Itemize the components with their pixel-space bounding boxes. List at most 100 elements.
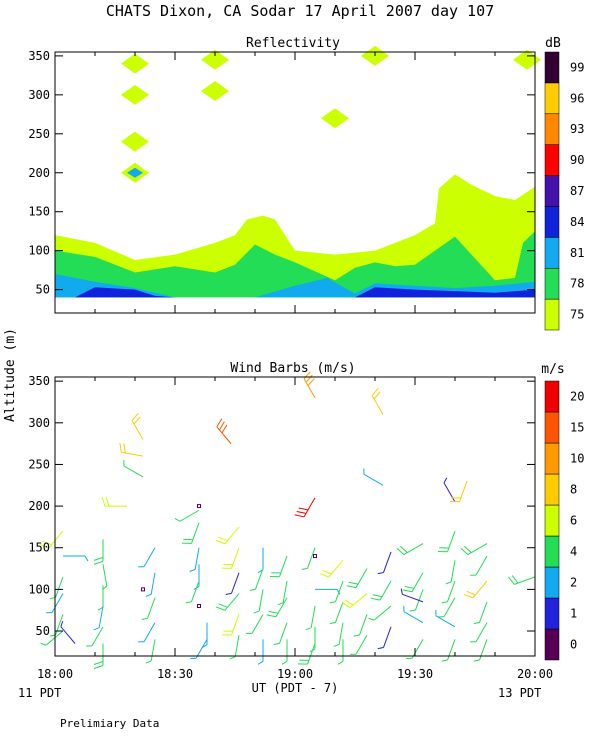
wind-barb <box>197 504 201 509</box>
wind-barb <box>353 614 368 637</box>
barb-shaft <box>475 555 488 576</box>
barb-feather <box>253 610 260 614</box>
barb-shaft <box>402 593 424 603</box>
barb-shaft <box>307 547 316 569</box>
barb-feather <box>301 567 308 571</box>
barb-feather <box>466 590 476 596</box>
barb-shaft <box>224 593 240 611</box>
barb-feather <box>348 581 359 585</box>
wind-barb <box>441 580 456 604</box>
wind-barb <box>249 568 264 591</box>
barb-feather <box>298 507 309 511</box>
wind-barb <box>350 634 368 655</box>
barb-shaft <box>303 497 316 518</box>
barb-feather <box>39 543 50 549</box>
barb-shaft <box>91 626 104 647</box>
colorbar-label: 15 <box>570 421 584 435</box>
reflectivity-panel: Reflectivity 50 100 150 200 250 300 350 75 78 81… <box>28 36 584 331</box>
barb-shaft <box>472 580 488 599</box>
wind-barb <box>303 371 316 399</box>
colorbar-label: 90 <box>570 153 584 167</box>
barb-shaft <box>415 589 424 611</box>
wind-barb <box>470 622 488 643</box>
barb-shaft <box>411 572 424 593</box>
colorbar-label: 87 <box>570 184 584 198</box>
barb-shaft <box>251 614 264 634</box>
barb-shaft <box>335 601 344 623</box>
wind-barb <box>363 468 384 486</box>
barb-shaft <box>234 635 240 657</box>
wind-barb <box>123 460 144 478</box>
barb-shaft <box>379 580 392 601</box>
barb-feather <box>463 545 472 553</box>
barb-feather <box>189 568 196 572</box>
wind-barb <box>93 539 104 565</box>
barb-feather <box>353 634 360 637</box>
barb-shaft <box>279 622 288 644</box>
barb-feather <box>473 622 480 625</box>
colorbar-swatch <box>544 51 560 84</box>
wind-barb <box>93 605 104 631</box>
barb-feather <box>373 391 381 400</box>
barb-shaft <box>459 480 468 502</box>
y-tick-label: 50 <box>36 624 50 638</box>
barb-shaft <box>363 473 384 486</box>
wind-barb <box>86 626 104 647</box>
colorbar-swatch <box>544 82 560 115</box>
wind-barb <box>297 643 316 665</box>
wind-barb <box>441 639 456 662</box>
colorbar-label: 96 <box>570 91 584 105</box>
colorbar-swatch <box>544 380 560 413</box>
barb-shaft <box>475 622 488 642</box>
wind-barb <box>377 551 392 575</box>
barb-feather <box>249 588 256 591</box>
barb-shaft <box>338 622 344 645</box>
barb-feather <box>42 540 52 546</box>
barb-feather <box>336 589 341 595</box>
barb-shaft <box>150 639 156 662</box>
barb-shaft <box>443 597 456 618</box>
barb-shaft <box>514 576 536 585</box>
x-tick-label: 18:30 <box>157 667 193 681</box>
barb-feather <box>268 610 279 614</box>
barb-shaft <box>310 605 316 628</box>
barb-feather <box>133 416 141 425</box>
barb-feather <box>101 496 106 507</box>
wind-barb <box>463 580 488 599</box>
wind-barb <box>406 639 424 659</box>
wind-barb <box>305 605 316 631</box>
y-tick-label: 50 <box>36 283 50 297</box>
barb-shaft <box>191 580 200 602</box>
barb-feather <box>370 597 381 601</box>
barb-shaft <box>255 568 264 590</box>
wind-barb <box>346 568 368 589</box>
wind-barbs-title: Wind Barbs (m/s) <box>230 361 355 376</box>
barb-shaft <box>371 395 384 415</box>
colorbar-label: 0 <box>570 638 577 652</box>
barb-shaft <box>48 530 64 549</box>
barb-feather <box>319 573 330 578</box>
reflectivity-title: Reflectivity <box>246 36 340 51</box>
wind-barb <box>445 560 456 585</box>
barb-feather <box>344 599 354 606</box>
x-tick-label: 18:00 <box>37 667 73 681</box>
barb-shaft <box>55 614 64 636</box>
wind-barb <box>221 614 240 636</box>
barb-feather <box>119 442 122 453</box>
barb-shaft <box>479 639 488 661</box>
barb-feather <box>60 620 64 627</box>
y-tick-label: 200 <box>28 166 50 180</box>
barb-feather <box>337 660 344 665</box>
wind-barb <box>141 597 156 620</box>
x-tick-label: 19:30 <box>397 667 433 681</box>
wind-barb <box>63 555 89 562</box>
barb-feather <box>215 606 226 611</box>
barb-shaft <box>231 572 240 594</box>
wind-barb <box>266 597 288 618</box>
wind-barb <box>185 580 200 604</box>
barb-feather <box>93 560 104 565</box>
x-tick-labels: 18:00 18:30 19:00 19:30 20:00 <box>37 667 553 681</box>
wind-barb <box>409 589 424 612</box>
barb-feather <box>219 421 225 431</box>
y-tick-label: 350 <box>28 49 50 63</box>
